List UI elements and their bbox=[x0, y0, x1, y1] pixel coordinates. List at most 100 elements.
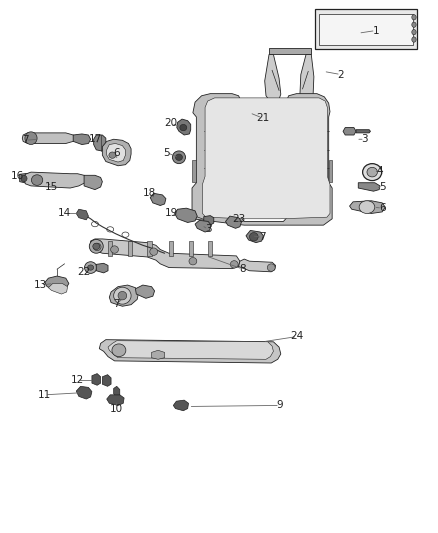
Ellipse shape bbox=[230, 261, 238, 268]
Ellipse shape bbox=[112, 344, 126, 357]
Polygon shape bbox=[147, 241, 152, 256]
Polygon shape bbox=[246, 230, 263, 243]
Ellipse shape bbox=[93, 243, 100, 249]
Polygon shape bbox=[188, 241, 193, 256]
Polygon shape bbox=[358, 183, 380, 191]
Polygon shape bbox=[208, 241, 212, 256]
Polygon shape bbox=[20, 173, 34, 184]
Polygon shape bbox=[107, 395, 124, 406]
Polygon shape bbox=[328, 160, 332, 182]
Text: 3: 3 bbox=[205, 224, 212, 235]
Polygon shape bbox=[173, 400, 188, 411]
Text: 15: 15 bbox=[45, 182, 58, 192]
Polygon shape bbox=[175, 208, 197, 222]
Polygon shape bbox=[356, 130, 371, 133]
Text: 21: 21 bbox=[256, 113, 269, 123]
Text: 20: 20 bbox=[165, 118, 178, 128]
Polygon shape bbox=[350, 201, 385, 214]
Text: 24: 24 bbox=[291, 332, 304, 342]
Polygon shape bbox=[102, 375, 111, 386]
Ellipse shape bbox=[359, 201, 375, 214]
Polygon shape bbox=[24, 172, 87, 188]
Text: 1: 1 bbox=[372, 26, 379, 36]
Text: 3: 3 bbox=[361, 134, 368, 144]
Text: 17: 17 bbox=[88, 134, 102, 144]
Polygon shape bbox=[177, 119, 191, 135]
Polygon shape bbox=[192, 94, 332, 225]
Polygon shape bbox=[76, 386, 92, 399]
Text: 2: 2 bbox=[338, 70, 344, 79]
Ellipse shape bbox=[189, 257, 197, 265]
Ellipse shape bbox=[118, 292, 127, 300]
Polygon shape bbox=[135, 285, 155, 298]
Polygon shape bbox=[48, 284, 67, 294]
Polygon shape bbox=[298, 103, 314, 108]
Ellipse shape bbox=[109, 152, 116, 158]
Polygon shape bbox=[96, 263, 108, 273]
Ellipse shape bbox=[363, 164, 382, 181]
Ellipse shape bbox=[88, 265, 94, 270]
Polygon shape bbox=[92, 374, 101, 385]
Polygon shape bbox=[108, 341, 273, 359]
Polygon shape bbox=[239, 259, 276, 272]
Polygon shape bbox=[265, 54, 281, 103]
Polygon shape bbox=[108, 241, 113, 256]
Polygon shape bbox=[226, 216, 242, 228]
Ellipse shape bbox=[367, 167, 378, 177]
Ellipse shape bbox=[173, 151, 185, 164]
Polygon shape bbox=[319, 13, 413, 45]
Polygon shape bbox=[202, 98, 330, 219]
Text: 9: 9 bbox=[277, 400, 283, 410]
Text: 23: 23 bbox=[232, 214, 245, 224]
Ellipse shape bbox=[25, 132, 37, 144]
Ellipse shape bbox=[412, 14, 416, 20]
Polygon shape bbox=[76, 209, 88, 220]
Text: 18: 18 bbox=[143, 188, 156, 198]
Ellipse shape bbox=[89, 239, 103, 253]
Polygon shape bbox=[114, 386, 120, 395]
Polygon shape bbox=[22, 133, 78, 143]
Polygon shape bbox=[150, 193, 166, 206]
Ellipse shape bbox=[111, 246, 118, 253]
Text: 16: 16 bbox=[11, 172, 25, 181]
Polygon shape bbox=[315, 10, 417, 49]
Polygon shape bbox=[269, 48, 311, 54]
Polygon shape bbox=[110, 285, 138, 306]
Polygon shape bbox=[343, 127, 356, 135]
Text: 8: 8 bbox=[240, 264, 246, 274]
Text: 13: 13 bbox=[34, 280, 47, 290]
Text: 7: 7 bbox=[22, 135, 28, 146]
Ellipse shape bbox=[250, 232, 258, 241]
Polygon shape bbox=[204, 216, 214, 225]
Text: 4: 4 bbox=[377, 166, 383, 176]
Polygon shape bbox=[91, 239, 240, 269]
Text: 22: 22 bbox=[78, 267, 91, 277]
Text: 10: 10 bbox=[110, 403, 123, 414]
Text: 6: 6 bbox=[379, 203, 385, 213]
Text: 7: 7 bbox=[113, 298, 120, 309]
Polygon shape bbox=[127, 241, 132, 256]
Polygon shape bbox=[73, 134, 91, 144]
Ellipse shape bbox=[93, 243, 101, 251]
Text: 7: 7 bbox=[259, 232, 266, 243]
Text: 5: 5 bbox=[163, 148, 170, 158]
Polygon shape bbox=[169, 241, 173, 256]
Ellipse shape bbox=[176, 154, 183, 160]
Polygon shape bbox=[192, 160, 196, 182]
Ellipse shape bbox=[180, 124, 187, 131]
Text: 11: 11 bbox=[38, 390, 52, 400]
Polygon shape bbox=[266, 103, 282, 108]
Polygon shape bbox=[107, 143, 125, 162]
Text: 6: 6 bbox=[113, 148, 120, 158]
Text: 14: 14 bbox=[58, 208, 71, 219]
Ellipse shape bbox=[21, 175, 27, 182]
Ellipse shape bbox=[412, 22, 416, 27]
Text: 19: 19 bbox=[165, 208, 178, 219]
Polygon shape bbox=[84, 175, 102, 190]
Polygon shape bbox=[195, 220, 211, 232]
Polygon shape bbox=[45, 276, 69, 290]
Polygon shape bbox=[94, 135, 106, 151]
Text: 5: 5 bbox=[379, 182, 385, 192]
Polygon shape bbox=[99, 340, 281, 363]
Ellipse shape bbox=[85, 262, 97, 273]
